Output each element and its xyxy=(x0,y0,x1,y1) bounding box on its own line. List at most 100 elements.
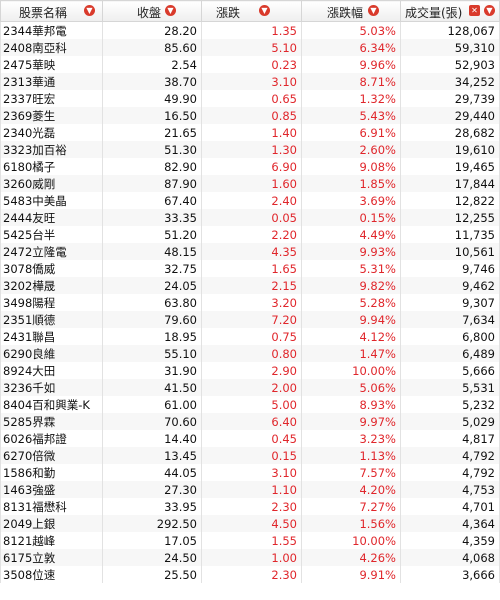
table-row[interactable]: 1586和勤 44.05 3.10 7.57% 4,792 xyxy=(0,464,500,481)
stock-name-cell: 2369菱生 xyxy=(0,107,103,124)
table-row[interactable]: 6180橘子 82.90 6.90 9.08% 19,465 xyxy=(0,158,500,175)
table-row[interactable]: 2431聯昌 18.95 0.75 4.12% 6,800 xyxy=(0,328,500,345)
table-row[interactable]: 2313華通 38.70 3.10 8.71% 34,252 xyxy=(0,73,500,90)
stock-name-cell: 2313華通 xyxy=(0,73,103,90)
table-row[interactable]: 6270倍微 13.45 0.15 1.13% 4,792 xyxy=(0,447,500,464)
change-cell: 1.35 xyxy=(201,21,302,39)
header-volume-label: 成交量(張) xyxy=(405,6,463,20)
header-close[interactable]: 收盤 ▼ xyxy=(102,0,202,22)
close-cell: 16.50 xyxy=(102,107,202,124)
volume-cell: 4,792 xyxy=(400,447,500,464)
table-row[interactable]: 2472立隆電 48.15 4.35 9.93% 10,561 xyxy=(0,243,500,260)
change-pct-cell: 5.06% xyxy=(301,379,401,396)
table-row[interactable]: 2444友旺 33.35 0.05 0.15% 12,255 xyxy=(0,209,500,226)
volume-cell: 9,746 xyxy=(400,260,500,277)
close-cell: 44.05 xyxy=(102,464,202,481)
volume-cell: 28,682 xyxy=(400,124,500,141)
volume-cell: 4,792 xyxy=(400,464,500,481)
table-row[interactable]: 3078僑威 32.75 1.65 5.31% 9,746 xyxy=(0,260,500,277)
table-row[interactable]: 2344華邦電 28.20 1.35 5.03% 128,067 xyxy=(0,21,500,39)
sort-down-icon[interactable]: ▼ xyxy=(165,5,176,16)
table-row[interactable]: 2475華映 2.54 0.23 9.96% 52,903 xyxy=(0,56,500,73)
close-cell: 51.20 xyxy=(102,226,202,243)
table-row[interactable]: 6026福邦證 14.40 0.45 3.23% 4,817 xyxy=(0,430,500,447)
close-cell: 292.50 xyxy=(102,515,202,532)
close-cell: 70.60 xyxy=(102,413,202,430)
volume-cell: 4,068 xyxy=(400,549,500,566)
change-pct-cell: 2.60% xyxy=(301,141,401,158)
header-volume[interactable]: 成交量(張) ✕ ▼ xyxy=(400,0,500,22)
table-row[interactable]: 6175立敦 24.50 1.00 4.26% 4,068 xyxy=(0,549,500,566)
sort-down-icon[interactable]: ▼ xyxy=(84,5,95,16)
volume-cell: 17,844 xyxy=(400,175,500,192)
change-pct-cell: 10.00% xyxy=(301,362,401,379)
change-pct-cell: 5.28% xyxy=(301,294,401,311)
volume-cell: 4,817 xyxy=(400,430,500,447)
close-cell: 14.40 xyxy=(102,430,202,447)
stock-name-cell: 1586和勤 xyxy=(0,464,103,481)
change-cell: 3.10 xyxy=(201,464,302,481)
close-cell: 38.70 xyxy=(102,73,202,90)
volume-cell: 4,359 xyxy=(400,532,500,549)
header-change[interactable]: 漲跌 ▼ xyxy=(201,0,302,22)
header-name[interactable]: 股票名稱 ▼ xyxy=(0,0,103,22)
stock-table: 股票名稱 ▼ 收盤 ▼ 漲跌 ▼ 漲跌幅 ▼ 成交量(張) ✕ ▼ 2344華邦… xyxy=(0,0,500,583)
table-row[interactable]: 3498陽程 63.80 3.20 5.28% 9,307 xyxy=(0,294,500,311)
table-row[interactable]: 5425台半 51.20 2.20 4.49% 11,735 xyxy=(0,226,500,243)
table-row[interactable]: 5285界霖 70.60 6.40 9.97% 5,029 xyxy=(0,413,500,430)
table-row[interactable]: 2369菱生 16.50 0.85 5.43% 29,440 xyxy=(0,107,500,124)
table-row[interactable]: 3323加百裕 51.30 1.30 2.60% 19,610 xyxy=(0,141,500,158)
table-row[interactable]: 6290良維 55.10 0.80 1.47% 6,489 xyxy=(0,345,500,362)
change-cell: 1.40 xyxy=(201,124,302,141)
change-cell: 2.30 xyxy=(201,498,302,515)
change-cell: 3.20 xyxy=(201,294,302,311)
change-cell: 4.35 xyxy=(201,243,302,260)
change-pct-cell: 3.23% xyxy=(301,430,401,447)
stock-name-cell: 2408南亞科 xyxy=(0,39,103,56)
table-row[interactable]: 3236千如 41.50 2.00 5.06% 5,531 xyxy=(0,379,500,396)
volume-cell: 5,531 xyxy=(400,379,500,396)
stock-name-cell: 3508位速 xyxy=(0,566,103,583)
table-row[interactable]: 2337旺宏 49.90 0.65 1.32% 29,739 xyxy=(0,90,500,107)
stock-name-cell: 6026福邦證 xyxy=(0,430,103,447)
change-cell: 0.80 xyxy=(201,345,302,362)
close-cell: 21.65 xyxy=(102,124,202,141)
change-pct-cell: 9.96% xyxy=(301,56,401,73)
change-cell: 1.10 xyxy=(201,481,302,498)
volume-cell: 19,465 xyxy=(400,158,500,175)
table-row[interactable]: 2340光磊 21.65 1.40 6.91% 28,682 xyxy=(0,124,500,141)
stock-name-cell: 6180橘子 xyxy=(0,158,103,175)
change-cell: 4.50 xyxy=(201,515,302,532)
change-cell: 0.05 xyxy=(201,209,302,226)
sort-down-icon[interactable]: ▼ xyxy=(368,5,379,16)
change-cell: 0.15 xyxy=(201,447,302,464)
change-pct-cell: 7.27% xyxy=(301,498,401,515)
stock-name-cell: 3498陽程 xyxy=(0,294,103,311)
volume-cell: 9,307 xyxy=(400,294,500,311)
table-row[interactable]: 3508位速 25.50 2.30 9.91% 3,666 xyxy=(0,566,500,583)
table-row[interactable]: 5483中美晶 67.40 2.40 3.69% 12,822 xyxy=(0,192,500,209)
table-row[interactable]: 2351順德 79.60 7.20 9.94% 7,634 xyxy=(0,311,500,328)
stock-name-cell: 6270倍微 xyxy=(0,447,103,464)
header-pct[interactable]: 漲跌幅 ▼ xyxy=(301,0,401,22)
table-row[interactable]: 1463強盛 27.30 1.10 4.20% 4,753 xyxy=(0,481,500,498)
stock-name-cell: 8924大田 xyxy=(0,362,103,379)
change-pct-cell: 9.93% xyxy=(301,243,401,260)
table-row[interactable]: 8121越峰 17.05 1.55 10.00% 4,359 xyxy=(0,532,500,549)
sort-down-icon[interactable]: ▼ xyxy=(484,5,495,16)
table-row[interactable]: 8924大田 31.90 2.90 10.00% 5,666 xyxy=(0,362,500,379)
change-cell: 5.00 xyxy=(201,396,302,413)
change-cell: 0.65 xyxy=(201,90,302,107)
table-row[interactable]: 2049上銀 292.50 4.50 1.56% 4,364 xyxy=(0,515,500,532)
table-row[interactable]: 2408南亞科 85.60 5.10 6.34% 59,310 xyxy=(0,39,500,56)
table-row[interactable]: 3260威剛 87.90 1.60 1.85% 17,844 xyxy=(0,175,500,192)
sort-down-icon[interactable]: ▼ xyxy=(259,5,270,16)
table-row[interactable]: 3202樺晟 24.05 2.15 9.82% 9,462 xyxy=(0,277,500,294)
table-row[interactable]: 8131福懋科 33.95 2.30 7.27% 4,701 xyxy=(0,498,500,515)
change-pct-cell: 5.31% xyxy=(301,260,401,277)
stock-name-cell: 2444友旺 xyxy=(0,209,103,226)
clear-sort-icon[interactable]: ✕ xyxy=(469,5,480,16)
table-row[interactable]: 8404百和興業-K 61.00 5.00 8.93% 5,232 xyxy=(0,396,500,413)
stock-name-cell: 3260威剛 xyxy=(0,175,103,192)
